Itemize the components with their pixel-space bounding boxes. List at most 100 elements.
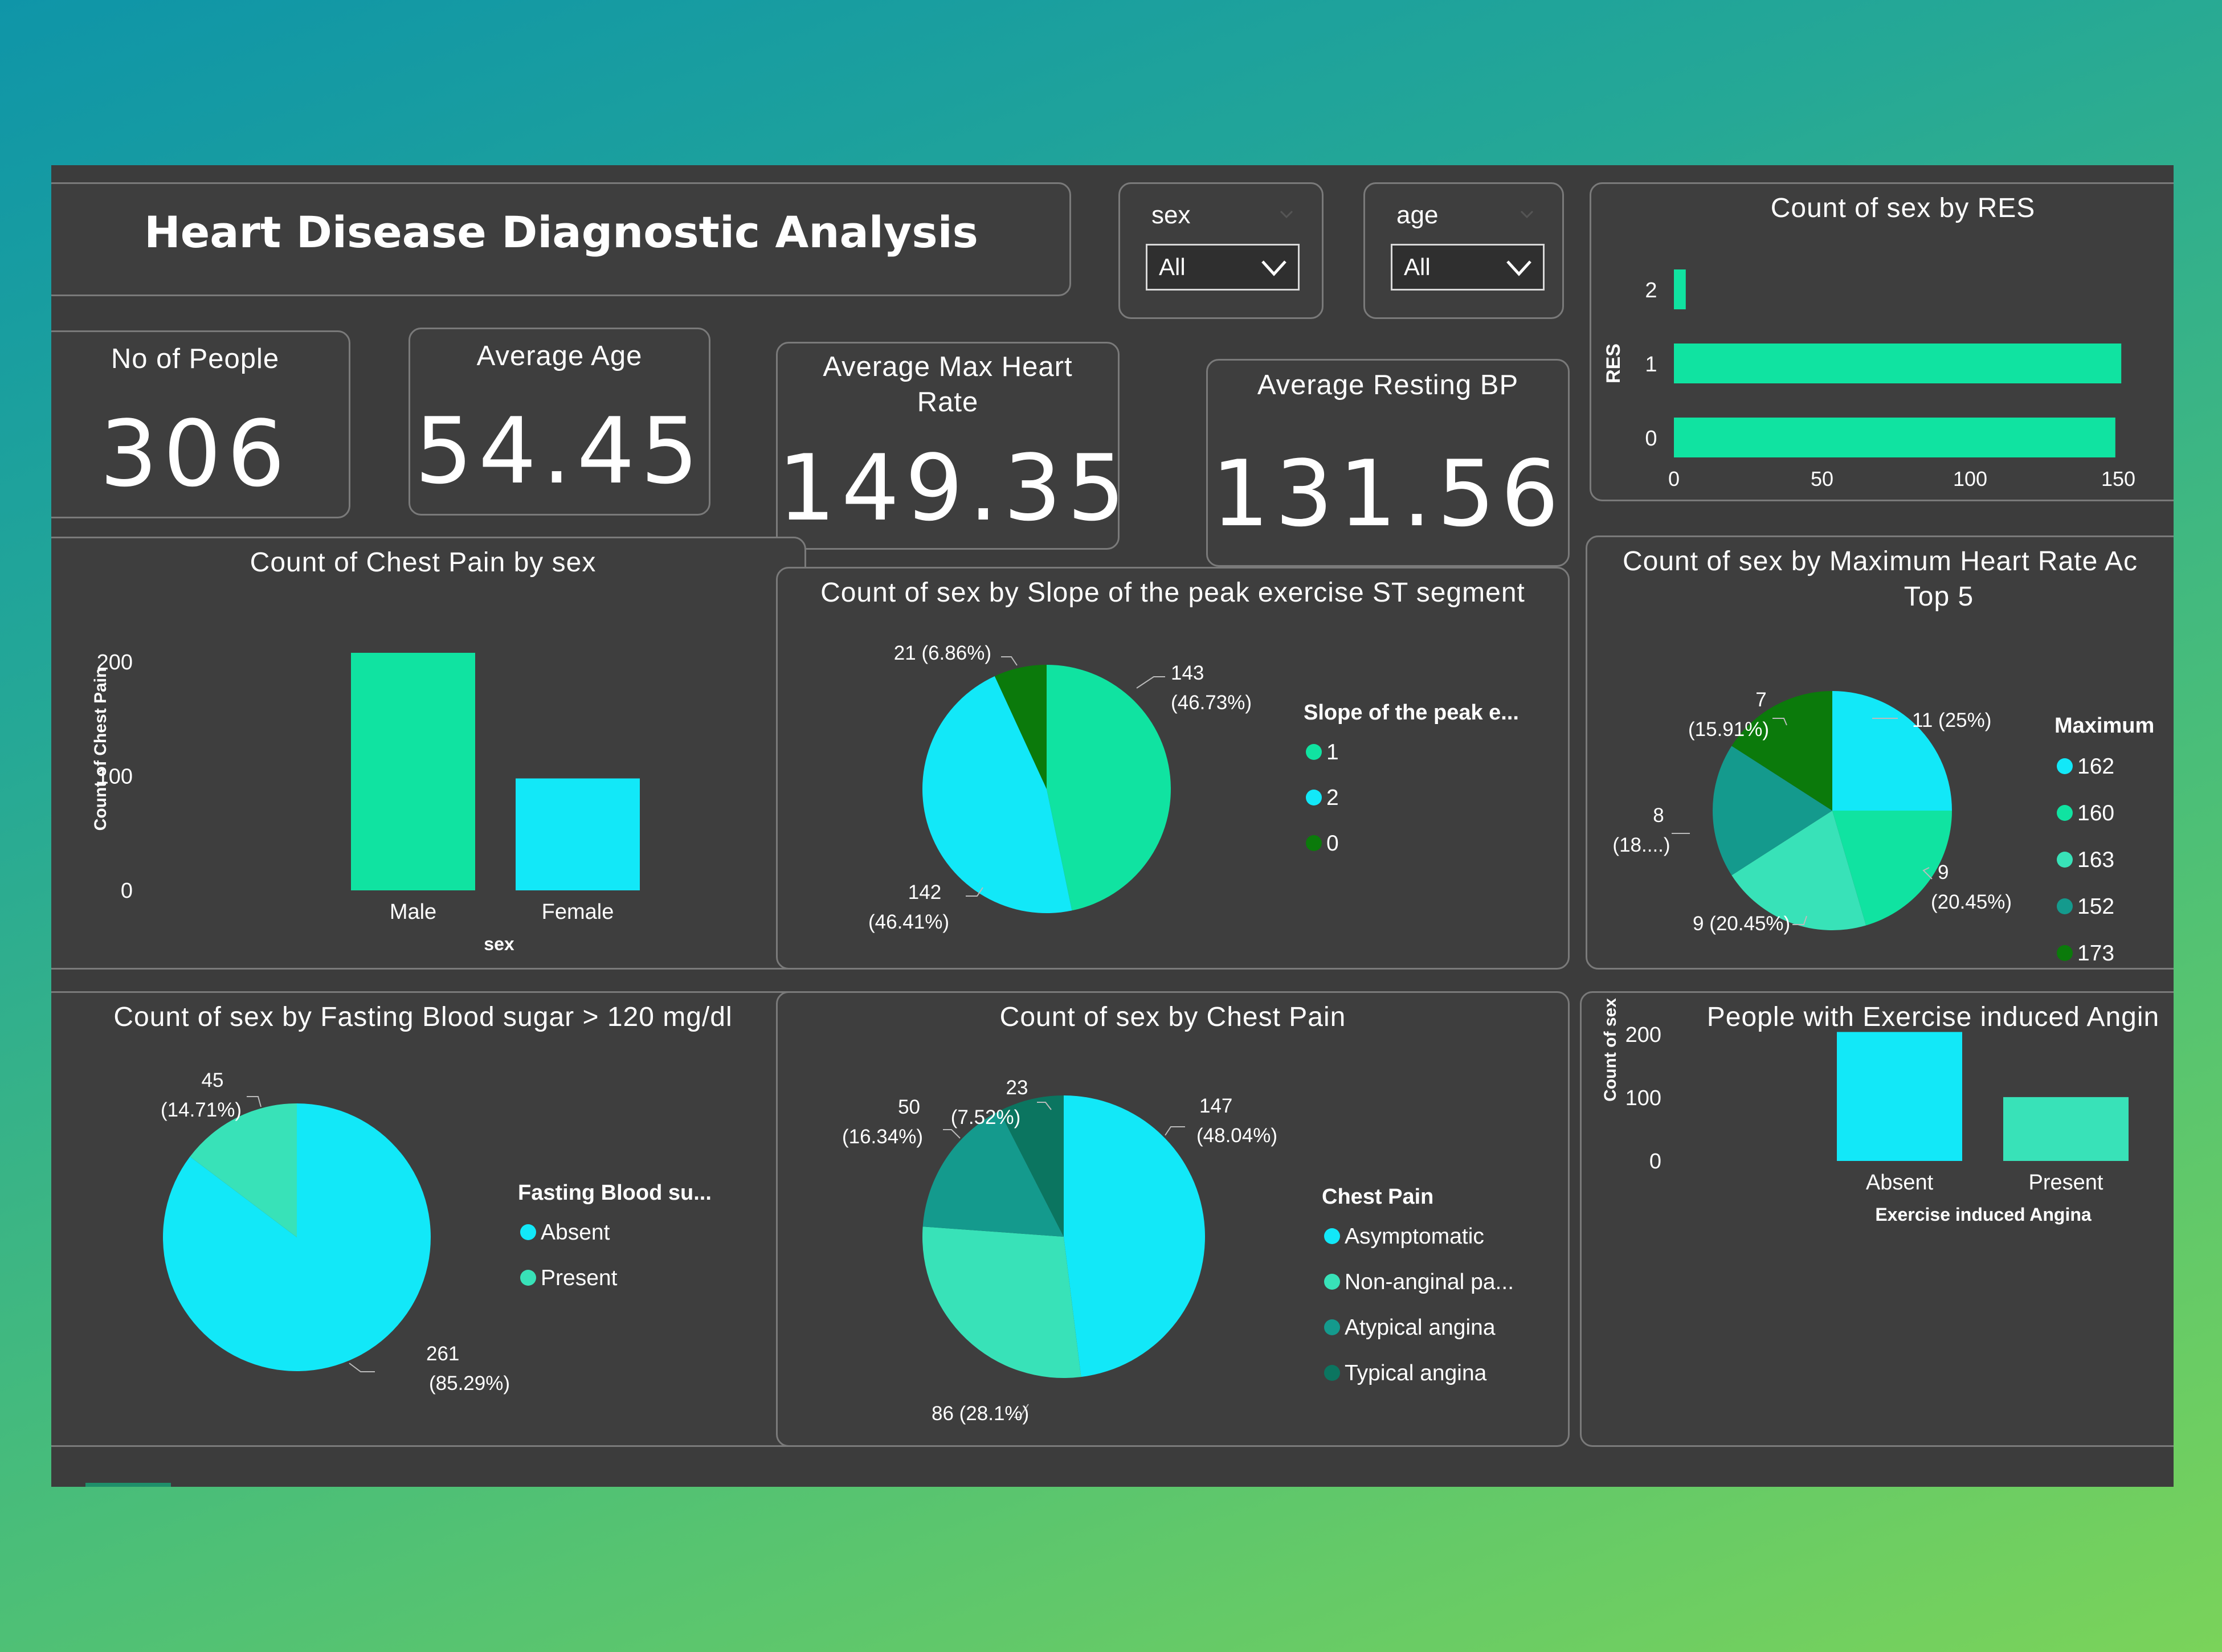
legend-item: 160 [2077, 801, 2114, 825]
data-label: 7 [1755, 689, 1766, 711]
slope-chart-card: Count of sex by Slope of the peak exerci… [776, 567, 1570, 970]
fasting-blood-sugar-pie-chart: 261 (85.29%) 45 (14.71%) Fasting Blood su...… [161, 1069, 712, 1395]
bar [516, 778, 640, 890]
age-slicer[interactable]: age All [1363, 182, 1564, 319]
legend-marker [1324, 1319, 1340, 1335]
data-label: 143 [1171, 662, 1204, 684]
y-tick-label: 1 [1645, 353, 1657, 377]
y-axis-label: RES [1603, 344, 1624, 383]
legend-marker [1306, 744, 1322, 760]
chart-title: Count of sex by Slope of the peak exerci… [820, 578, 1525, 608]
chart-title: Count of sex by Chest Pain [999, 1002, 1346, 1032]
legend-marker [2057, 805, 2073, 821]
kpi-average-age: Average Age 54.45 [409, 328, 710, 516]
data-label-percent: (15.91%) [1688, 718, 1769, 741]
fasting-blood-sugar-card: Count of sex by Fasting Blood sugar > 12… [51, 991, 806, 1447]
dashboard-canvas: Heart Disease Diagnostic Analysis sex Al… [51, 165, 2174, 1487]
pie-slice [1731, 691, 1832, 811]
y-axis-label: Count of sex [1601, 998, 1620, 1102]
chart-title: Count of sex by Maximum Heart Rate Ac [1623, 546, 2138, 576]
kpi-label: No of People [111, 344, 280, 374]
data-label: 45 [202, 1069, 224, 1091]
leader-line [1792, 915, 1807, 925]
data-label-percent: (85.29%) [429, 1372, 510, 1395]
chart-title: Count of sex by Fasting Blood sugar > 12… [113, 1002, 733, 1032]
legend-marker [520, 1270, 536, 1286]
pie-slice [190, 1103, 297, 1237]
data-label: 9 (20.45%) [1693, 913, 1790, 935]
chart-title: Count of Chest Pain by sex [250, 547, 597, 578]
x-tick-label: 150 [2101, 467, 2135, 490]
legend-item: 2 [1326, 786, 1339, 810]
data-label: 86 (28.1%) [932, 1402, 1029, 1425]
leader-line [247, 1096, 262, 1107]
x-axis-label: sex [484, 934, 514, 954]
chest-pain-by-sex-card: Count of Chest Pain by sex Count of Ches… [51, 537, 806, 970]
legend-item: 0 [1326, 831, 1339, 856]
legend-marker [1306, 790, 1322, 805]
x-tick-label: 50 [1811, 467, 1833, 490]
legend-item: Absent [541, 1220, 610, 1245]
legend-marker [1306, 835, 1322, 851]
legend-marker [1324, 1228, 1340, 1244]
age-dropdown[interactable]: All [1391, 244, 1545, 291]
sex-dropdown[interactable]: All [1146, 244, 1300, 291]
kpi-average-max-heart-rate: Average Max Heart Rate 149.35 [776, 342, 1125, 550]
bar [1674, 418, 2115, 457]
page-tab-indicator[interactable] [85, 1483, 171, 1487]
chest-pain-pie-chart: 147 (48.04%) 86 (28.1%) 50 (16.34%) 23 (7.52%)… [842, 1077, 1514, 1425]
y-tick-label: 200 [97, 651, 133, 674]
kpi-label: Average Resting BP [1257, 370, 1519, 400]
x-tick-label: Male [390, 900, 436, 924]
pie-slice [994, 665, 1047, 789]
x-tick-label: Present [2029, 1171, 2103, 1195]
legend-title: Slope of the peak e... [1304, 701, 1519, 725]
chest-pain-chart-card: Count of sex by Chest Pain 147 (48.04%) 86… [776, 991, 1570, 1447]
x-tick-label: 100 [1953, 467, 1987, 490]
sex-slicer-label: sex [1151, 201, 1191, 229]
data-label-percent: (20.45%) [1931, 891, 2012, 913]
data-label-percent: (7.52%) [951, 1106, 1021, 1128]
leader-line [1136, 676, 1165, 689]
legend-item: 173 [2077, 941, 2114, 966]
legend-marker [2057, 945, 2073, 961]
legend-item: 163 [2077, 848, 2114, 872]
y-tick-label: 100 [1625, 1086, 1661, 1110]
kpi-value: 54.45 [414, 398, 705, 504]
bar [351, 652, 475, 890]
age-dropdown-value: All [1404, 253, 1431, 280]
pie-slice [999, 1095, 1064, 1237]
data-label: 21 (6.86%) [894, 642, 991, 664]
legend-marker [520, 1224, 536, 1240]
leader-line [1001, 656, 1018, 666]
data-label-percent: (46.41%) [868, 911, 949, 933]
kpi-value: 306 [99, 400, 291, 507]
kpi-no-of-people: No of People 306 [51, 330, 350, 518]
data-label: 23 [1006, 1077, 1028, 1099]
data-label: 9 [1938, 861, 1949, 884]
leader-line [1014, 1404, 1029, 1418]
page-title: Heart Disease Diagnostic Analysis [144, 207, 978, 257]
slicer-collapse-icon[interactable] [1280, 207, 1293, 220]
sex-slicer[interactable]: sex All [1118, 182, 1324, 319]
legend-marker [2057, 898, 2073, 914]
y-tick-label: 200 [1625, 1023, 1661, 1047]
legend-item: 162 [2077, 754, 2114, 779]
y-tick-label: 0 [1649, 1150, 1661, 1173]
data-label: 50 [898, 1096, 920, 1118]
legend-title: Maximum [2054, 714, 2154, 738]
x-tick-label: Absent [1866, 1171, 1934, 1195]
legend-marker [2057, 852, 2073, 868]
data-label-percent: (48.04%) [1196, 1124, 1277, 1147]
legend-item: Asymptomatic [1345, 1224, 1484, 1249]
slicer-collapse-icon[interactable] [1520, 207, 1534, 220]
chest-pain-bar-chart: Count of Chest Pain 0 100 200 Male Female sex [91, 651, 640, 954]
x-axis-label: Exercise induced Angina [1875, 1204, 2092, 1225]
kpi-value: 131.56 [1211, 440, 1565, 547]
pie-slice [922, 1111, 1064, 1237]
age-slicer-label: age [1396, 201, 1439, 229]
max-heart-rate-pie-chart: 11 (25%) 9 (20.45%) 9 (20.45%) 8 (18....) 7 (15… [1612, 689, 2154, 966]
data-label-percent: (14.71%) [161, 1099, 242, 1121]
y-tick-label: 100 [97, 765, 133, 789]
legend-marker [1324, 1274, 1340, 1290]
